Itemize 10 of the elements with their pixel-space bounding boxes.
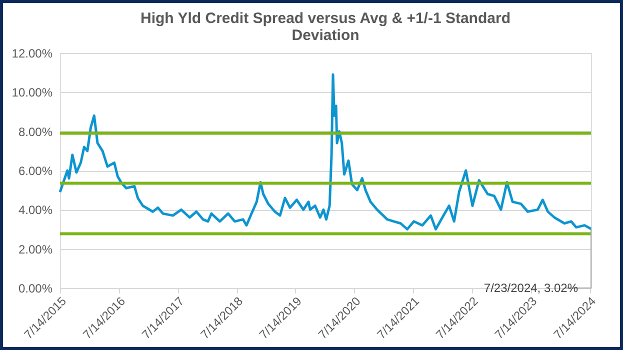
y-tick-label: 8.00% — [18, 124, 53, 139]
annotation: 7/23/2024, 3.02% — [484, 281, 578, 295]
chart-title: High Yld Credit Spread versus Avg & +1/-1 Standard Deviation — [140, 10, 510, 44]
y-tick-label: 6.00% — [18, 164, 53, 178]
y-tick-label: 10.00% — [12, 86, 53, 100]
y-tick-label: 12.00% — [12, 46, 53, 60]
y-tick-label: 2.00% — [18, 242, 53, 256]
y-tick-label: 0.00% — [18, 282, 53, 296]
line-series — [58, 73, 592, 230]
y-tick-label: 4.00% — [18, 203, 53, 218]
